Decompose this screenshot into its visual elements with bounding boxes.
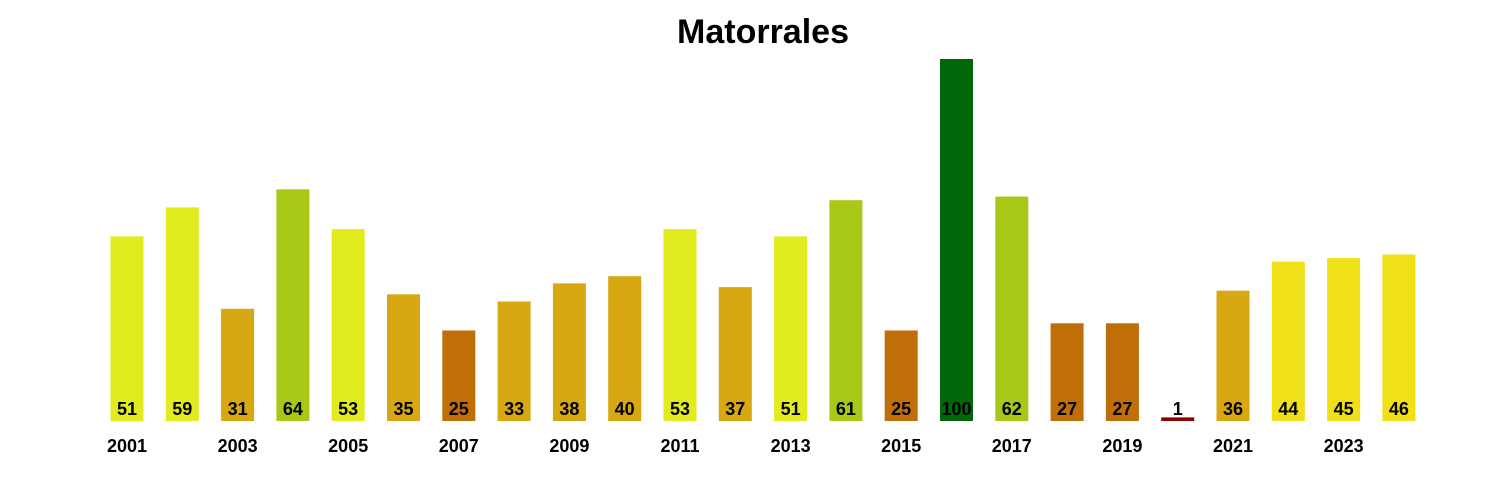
value-label-2002: 59 bbox=[172, 399, 192, 419]
x-tick-label-2003: 2003 bbox=[218, 436, 258, 456]
value-label-2004: 64 bbox=[283, 399, 303, 419]
bar-2022 bbox=[1271, 261, 1305, 421]
bar-2018 bbox=[1050, 323, 1084, 421]
x-tick-label-2009: 2009 bbox=[549, 436, 589, 456]
value-label-2024: 46 bbox=[1389, 399, 1409, 419]
bar-2001 bbox=[110, 236, 144, 421]
value-label-2016: 100 bbox=[941, 399, 971, 419]
x-tick-label-2005: 2005 bbox=[328, 436, 368, 456]
value-labels-group: 51 59 31 64 53 35 25 33 38 40 53 37 51 61 25 100 62 27 27 1… bbox=[117, 399, 1409, 419]
bar-2017 bbox=[995, 196, 1029, 421]
bar-2020 bbox=[1161, 417, 1195, 421]
bar-2012 bbox=[718, 287, 752, 421]
value-label-2018: 27 bbox=[1057, 399, 1077, 419]
value-label-2020: 1 bbox=[1173, 399, 1183, 419]
value-label-2003: 31 bbox=[228, 399, 248, 419]
value-label-2014: 61 bbox=[836, 399, 856, 419]
bar-2008 bbox=[497, 301, 531, 421]
value-label-2019: 27 bbox=[1112, 399, 1132, 419]
bar-2010 bbox=[608, 276, 642, 421]
x-tick-label-2021: 2021 bbox=[1213, 436, 1253, 456]
bar-2005 bbox=[331, 229, 365, 421]
bar-2019 bbox=[1105, 323, 1139, 421]
value-label-2021: 36 bbox=[1223, 399, 1243, 419]
bar-2003 bbox=[221, 308, 255, 421]
value-label-2011: 53 bbox=[670, 399, 690, 419]
value-label-2010: 40 bbox=[615, 399, 635, 419]
value-label-2013: 51 bbox=[781, 399, 801, 419]
x-tick-label-2015: 2015 bbox=[881, 436, 921, 456]
x-tick-label-2011: 2011 bbox=[660, 436, 699, 456]
bar-2004 bbox=[276, 189, 310, 421]
value-label-2015: 25 bbox=[891, 399, 911, 419]
value-label-2017: 62 bbox=[1002, 399, 1022, 419]
chart-title: Matorrales bbox=[677, 13, 849, 51]
bar-2023 bbox=[1327, 258, 1361, 421]
value-label-2005: 53 bbox=[338, 399, 358, 419]
bar-2021 bbox=[1216, 290, 1250, 421]
x-tick-label-2007: 2007 bbox=[439, 436, 479, 456]
x-tick-label-2017: 2017 bbox=[992, 436, 1032, 456]
value-label-2023: 45 bbox=[1334, 399, 1354, 419]
x-axis-ticks: 2001 2003 2005 2007 2009 2011 2013 2015 2017 2019… bbox=[107, 436, 1364, 456]
bar-2015 bbox=[884, 330, 918, 421]
bar-2013 bbox=[774, 236, 808, 421]
bar-2011 bbox=[663, 229, 697, 421]
value-label-2008: 33 bbox=[504, 399, 524, 419]
x-tick-label-2023: 2023 bbox=[1324, 436, 1364, 456]
value-label-2006: 35 bbox=[393, 399, 413, 419]
bar-2014 bbox=[829, 200, 863, 421]
bar-2007 bbox=[442, 330, 476, 421]
x-tick-label-2019: 2019 bbox=[1102, 436, 1142, 456]
bar-2024 bbox=[1382, 254, 1416, 421]
bar-2016 bbox=[940, 59, 973, 421]
value-label-2007: 25 bbox=[449, 399, 469, 419]
value-label-2001: 51 bbox=[117, 399, 137, 419]
bar-2006 bbox=[387, 294, 420, 421]
x-tick-label-2013: 2013 bbox=[771, 436, 811, 456]
x-tick-label-2001: 2001 bbox=[107, 436, 147, 456]
value-label-2022: 44 bbox=[1278, 399, 1298, 419]
bar-2002 bbox=[165, 207, 199, 421]
value-label-2009: 38 bbox=[559, 399, 579, 419]
bars-group bbox=[110, 59, 1416, 421]
value-label-2012: 37 bbox=[725, 399, 745, 419]
bar-2009 bbox=[552, 283, 586, 421]
